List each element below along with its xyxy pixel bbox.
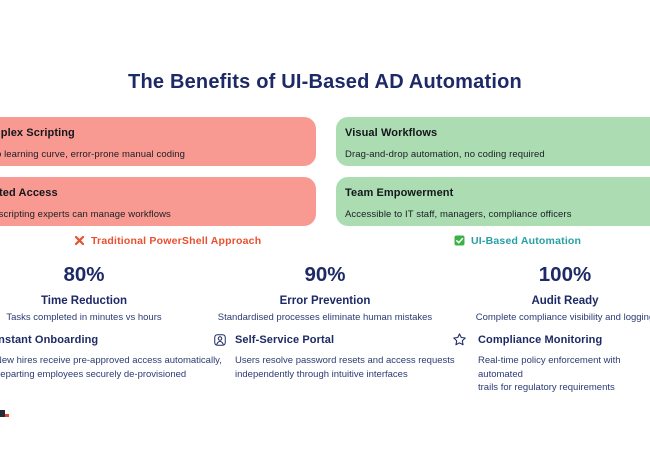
feature-description-line: trails for regulatory requirements [478, 382, 615, 393]
stat-time-reduction: 80% Time Reduction Tasks completed in mi… [0, 263, 244, 323]
stat-value: 80% [63, 263, 105, 286]
approach-label-text: Traditional PowerShell Approach [91, 234, 262, 247]
feature-instant-onboarding: Instant Onboarding New hires receive pre… [0, 334, 222, 381]
page-title: The Benefits of UI-Based AD Automation [128, 71, 522, 93]
feature-description-line: New hires receive pre-approved access au… [0, 355, 222, 366]
ui-based-approach-label: UI-Based Automation [454, 234, 581, 247]
stat-label: Error Prevention [279, 295, 371, 307]
card-limited-access: Limited Access Only scripting experts ca… [0, 177, 316, 226]
feature-description: Real-time policy enforcement with automa… [478, 354, 650, 395]
feature-description-line: independently through intuitive interfac… [235, 368, 408, 380]
feature-description: New hires receive pre-approved access au… [0, 354, 222, 381]
star-icon [452, 332, 467, 352]
stat-description: Standardised processes eliminate human m… [217, 312, 433, 323]
card-title: Limited Access [0, 187, 58, 199]
stat-audit-ready: 100% Audit Ready Complete compliance vis… [405, 263, 650, 323]
card-team-empowerment: Team Empowerment Accessible to IT staff,… [336, 177, 650, 226]
card-title: Complex Scripting [0, 127, 75, 139]
feature-title: Instant Onboarding [0, 334, 99, 346]
cropped-logo-mark [0, 410, 5, 417]
cropped-logo-mark-accent [5, 414, 9, 417]
feature-title: Self-Service Portal [235, 334, 335, 346]
feature-description-line: Real-time policy enforcement with automa… [478, 355, 621, 380]
stat-description: Complete compliance visibility and loggi… [475, 312, 650, 323]
card-description: Drag-and-drop automation, no coding requ… [345, 149, 545, 160]
approach-label-text: UI-Based Automation [471, 234, 582, 247]
stat-value: 100% [538, 263, 592, 286]
feature-compliance-monitoring: Compliance Monitoring Real-time policy e… [478, 334, 650, 395]
card-visual-workflows: Visual Workflows Drag-and-drop automatio… [336, 117, 650, 166]
card-description: Only scripting experts can manage workfl… [0, 209, 171, 220]
feature-self-service-portal: Self-Service Portal Users resolve passwo… [235, 334, 455, 381]
card-title: Team Empowerment [345, 187, 454, 199]
card-title: Visual Workflows [345, 127, 438, 139]
stat-error-prevention: 90% Error Prevention Standardised proces… [165, 263, 485, 323]
stat-label: Audit Ready [531, 295, 599, 307]
feature-description: Users resolve password resets and access… [235, 354, 455, 381]
user-badge-icon [213, 333, 227, 352]
x-icon [74, 235, 85, 246]
checkbox-check-icon [454, 235, 465, 246]
card-description: Accessible to IT staff, managers, compli… [345, 209, 572, 220]
feature-description-line: Users resolve password resets and access… [235, 355, 455, 366]
feature-title: Compliance Monitoring [478, 334, 603, 346]
card-description: Steep learning curve, error-prone manual… [0, 149, 186, 160]
card-complex-scripting: Complex Scripting Steep learning curve, … [0, 117, 316, 166]
feature-description-line: departing employees securely de-provisio… [0, 368, 187, 380]
stat-description: Tasks completed in minutes vs hours [6, 312, 162, 323]
traditional-approach-label: Traditional PowerShell Approach [74, 234, 261, 247]
stat-value: 90% [304, 263, 346, 286]
stat-label: Time Reduction [40, 295, 128, 307]
